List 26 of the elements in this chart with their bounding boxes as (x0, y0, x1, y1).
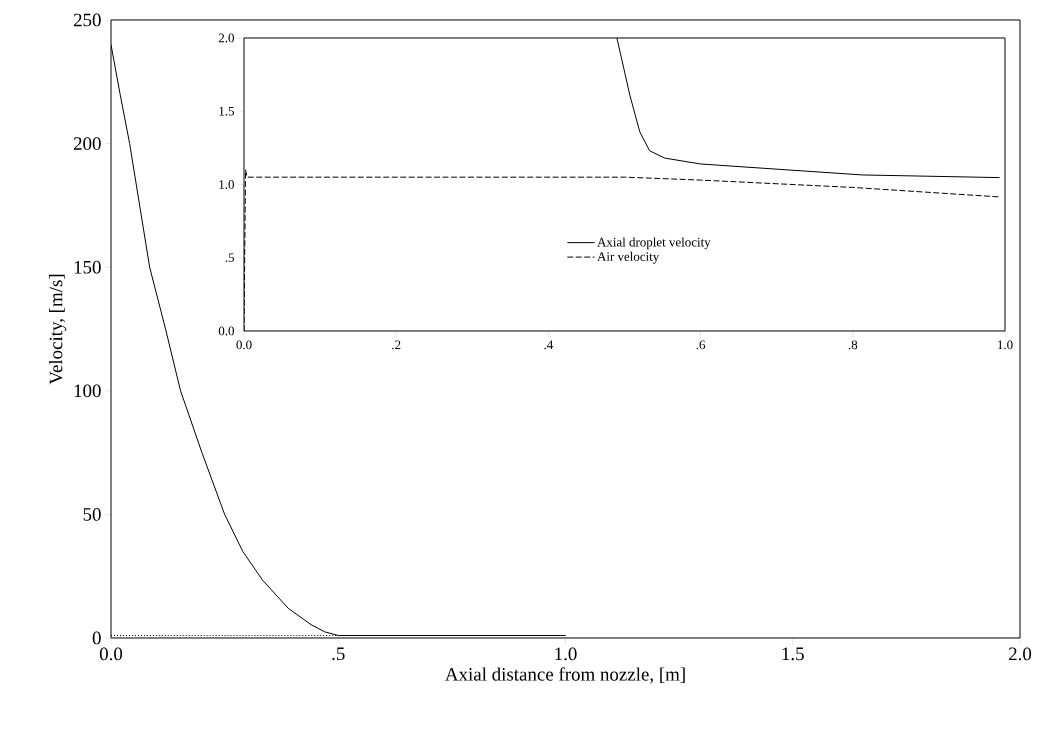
y-tick-label: 50 (83, 508, 101, 521)
y-tick-label: 200 (73, 137, 101, 150)
x-tick-label: 2.0 (1009, 647, 1032, 661)
y-tick-label: 1.0 (219, 180, 234, 189)
x-tick-label: .2 (392, 340, 401, 350)
x-tick-label: .4 (544, 340, 554, 350)
legend-label: Air velocity (597, 251, 660, 264)
x-tick-label: .6 (696, 340, 706, 350)
y-tick-label: 250 (73, 13, 101, 27)
y-axis-title: Velocity, [m/s] (49, 274, 67, 385)
y-tick-label: 1.5 (219, 106, 234, 116)
y-tick-label: 100 (74, 384, 101, 398)
legend-label: Axial droplet velocity (597, 237, 711, 250)
x-tick-label: .5 (332, 647, 345, 661)
x-tick-label: 0.0 (236, 340, 252, 350)
x-tick-label: 1.0 (555, 647, 577, 661)
y-tick-label: 150 (74, 260, 101, 274)
y-tick-label: 0.0 (218, 326, 234, 336)
x-tick-label: .8 (848, 340, 858, 350)
y-tick-label: 0 (92, 631, 101, 645)
x-tick-label: 0.0 (99, 647, 123, 661)
y-tick-label: 2.0 (218, 33, 234, 43)
x-tick-label: 1.0 (998, 340, 1013, 350)
x-tick-label: 1.5 (782, 647, 804, 661)
x-axis-title: Axial distance from nozzle, [m] (445, 667, 685, 684)
y-tick-label: .5 (225, 253, 234, 263)
